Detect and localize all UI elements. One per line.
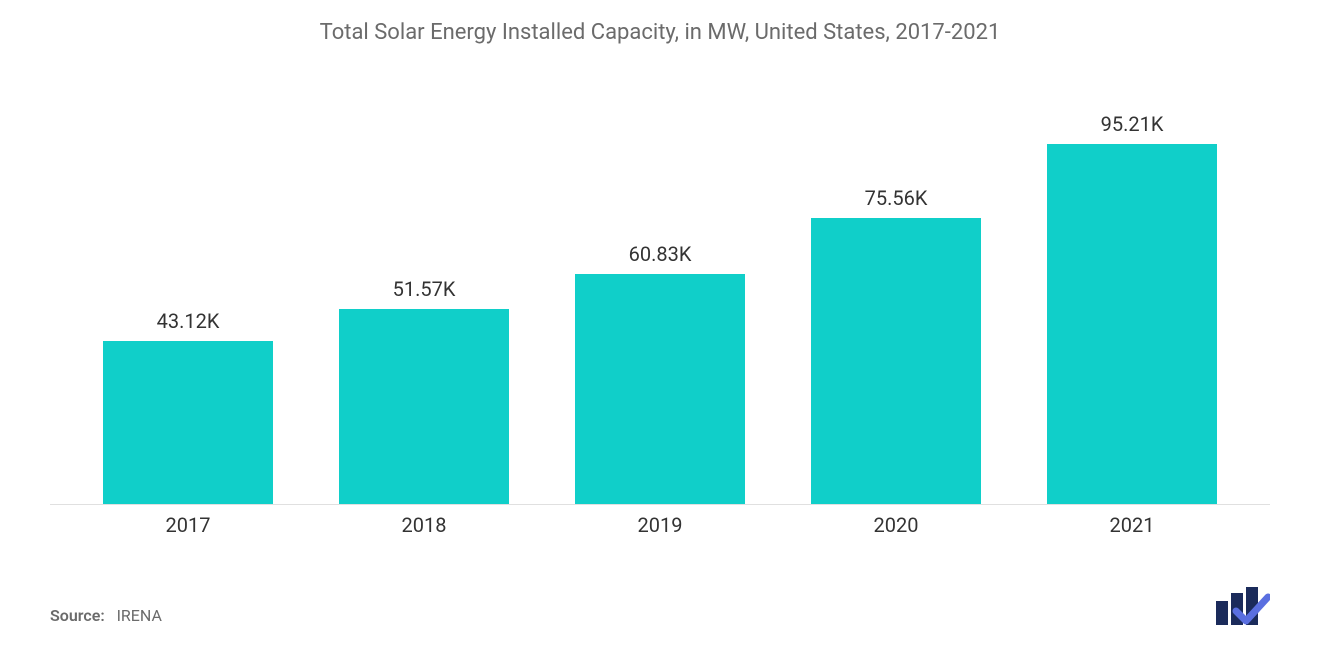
bar-value-label: 75.56K [865,186,928,210]
bar [575,274,745,504]
bar-group: 95.21K [1047,112,1217,504]
source-citation: Source: IRENA [50,606,162,625]
bar [1047,144,1217,504]
source-value: IRENA [117,606,162,625]
bar-group: 60.83K [575,242,745,504]
logo-icon [1216,587,1270,625]
x-axis: 2017 2018 2019 2020 2021 [50,505,1270,537]
bar-value-label: 95.21K [1101,112,1164,136]
bar [811,218,981,504]
bar [339,309,509,504]
chart-footer: Source: IRENA [50,587,1270,635]
bar-value-label: 43.12K [157,309,220,333]
chart-container: Total Solar Energy Installed Capacity, i… [0,0,1320,665]
source-label: Source: [50,606,105,625]
x-tick-label: 2021 [1047,513,1217,537]
bar-value-label: 51.57K [393,277,456,301]
bar-group: 43.12K [103,309,273,504]
plot-area: 43.12K 51.57K 60.83K 75.56K 95.21K [50,85,1270,505]
brand-logo [1216,587,1270,625]
chart-title: Total Solar Energy Installed Capacity, i… [50,20,1270,45]
x-tick-label: 2020 [811,513,981,537]
bar-group: 51.57K [339,277,509,504]
x-tick-label: 2017 [103,513,273,537]
x-tick-label: 2019 [575,513,745,537]
bar [103,341,273,504]
bar-group: 75.56K [811,186,981,504]
x-tick-label: 2018 [339,513,509,537]
bar-value-label: 60.83K [629,242,692,266]
